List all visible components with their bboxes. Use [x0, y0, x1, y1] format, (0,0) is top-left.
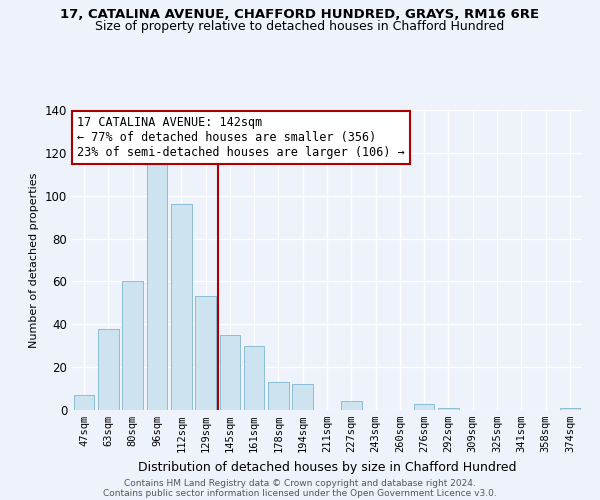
Bar	[438, 408, 459, 410]
Bar	[268, 382, 289, 410]
Bar	[74, 395, 94, 410]
Bar	[414, 404, 434, 410]
Bar	[195, 296, 216, 410]
Bar	[98, 328, 119, 410]
Text: Contains public sector information licensed under the Open Government Licence v3: Contains public sector information licen…	[103, 488, 497, 498]
Bar	[122, 282, 143, 410]
Bar	[560, 408, 580, 410]
Bar	[244, 346, 265, 410]
Bar	[146, 164, 167, 410]
Text: 17, CATALINA AVENUE, CHAFFORD HUNDRED, GRAYS, RM16 6RE: 17, CATALINA AVENUE, CHAFFORD HUNDRED, G…	[61, 8, 539, 20]
Text: Size of property relative to detached houses in Chafford Hundred: Size of property relative to detached ho…	[95, 20, 505, 33]
Bar	[220, 335, 240, 410]
Text: 17 CATALINA AVENUE: 142sqm
← 77% of detached houses are smaller (356)
23% of sem: 17 CATALINA AVENUE: 142sqm ← 77% of deta…	[77, 116, 405, 159]
Bar	[341, 402, 362, 410]
X-axis label: Distribution of detached houses by size in Chafford Hundred: Distribution of detached houses by size …	[138, 460, 516, 473]
Bar	[171, 204, 191, 410]
Y-axis label: Number of detached properties: Number of detached properties	[29, 172, 39, 348]
Bar	[292, 384, 313, 410]
Text: Contains HM Land Registry data © Crown copyright and database right 2024.: Contains HM Land Registry data © Crown c…	[124, 478, 476, 488]
